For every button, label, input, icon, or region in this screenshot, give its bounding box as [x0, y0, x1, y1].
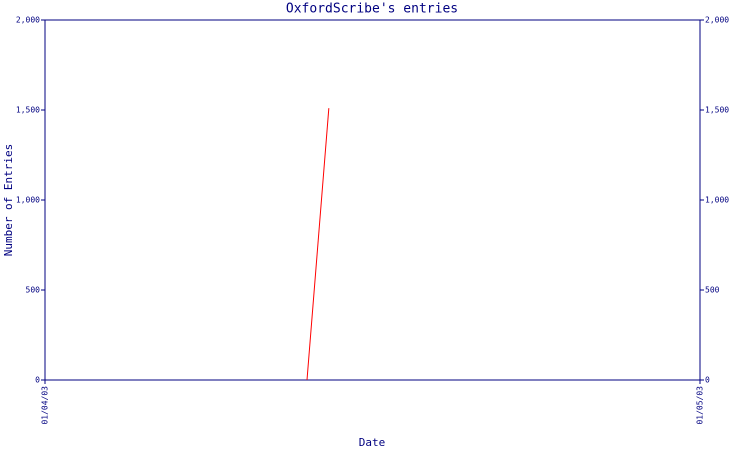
y-tick-label: 0 — [35, 376, 40, 385]
y-tick-label: 2,000 — [16, 16, 40, 25]
line-series — [306, 108, 330, 381]
y-tick-label: 1,500 — [16, 106, 40, 115]
x-axis-label: Date — [359, 436, 386, 449]
y-tick-label: 1,000 — [16, 196, 40, 205]
y-axis-label: Number of Entries — [2, 144, 15, 257]
y2-tick-label: 0 — [705, 376, 710, 385]
y2-tick-label: 2,000 — [705, 16, 729, 25]
y2-tick-label: 500 — [705, 286, 720, 295]
y2-tick-label: 1,000 — [705, 196, 729, 205]
y2-tick-label: 1,500 — [705, 106, 729, 115]
y-tick-label: 500 — [26, 286, 41, 295]
x-tick-label: 01/04/03 — [41, 386, 50, 425]
chart-title: OxfordScribe's entries — [286, 2, 458, 17]
x-tick-label: 01/05/03 — [696, 386, 705, 425]
